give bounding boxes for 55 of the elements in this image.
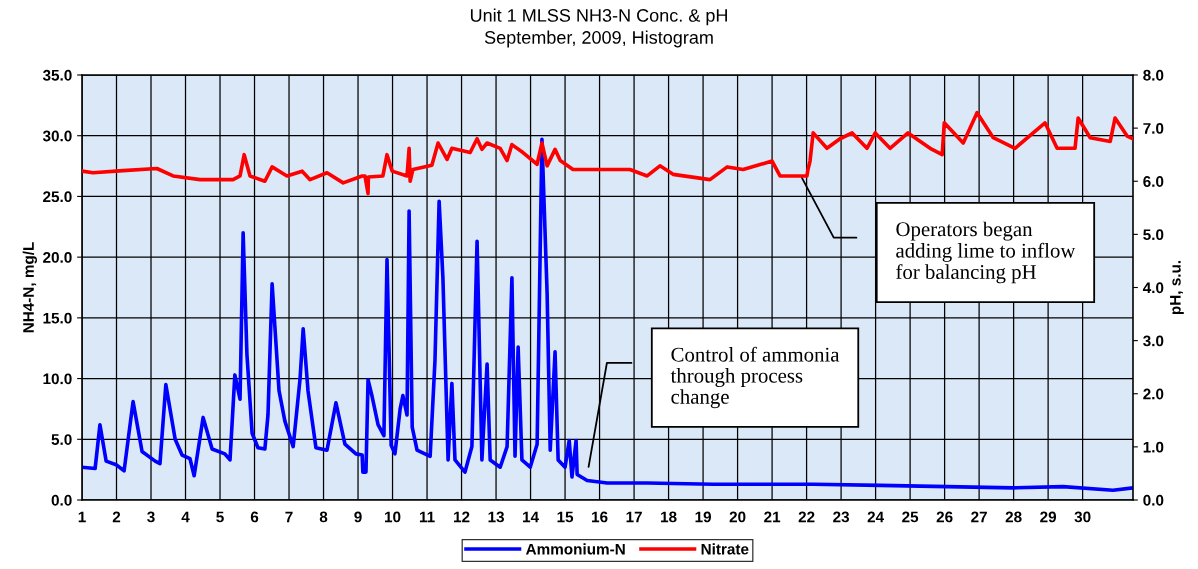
y2-tick-label: 6.0 <box>1143 176 1164 187</box>
x-tick-label: 11 <box>419 511 435 523</box>
x-tick-label: 13 <box>488 511 504 523</box>
x-tick-label: 15 <box>557 511 574 523</box>
y-tick-label: 0.0 <box>51 494 72 506</box>
x-tick-label: 6 <box>250 511 259 523</box>
x-tick-label: 24 <box>867 511 885 523</box>
y2-tick-label: 5.0 <box>1143 229 1164 241</box>
x-tick-label: 17 <box>626 511 642 523</box>
y2-tick-label: 2.0 <box>1143 388 1164 400</box>
x-tick-label: 1 <box>78 511 86 523</box>
x-tick-label: 10 <box>385 511 401 523</box>
x-tick-label: 4 <box>181 511 190 523</box>
x-tick-label: 2 <box>112 511 121 523</box>
x-tick-label: 29 <box>1040 511 1057 523</box>
x-tick-label: 19 <box>695 511 712 523</box>
x-tick-label: 16 <box>592 511 608 523</box>
x-tick-label: 3 <box>147 511 155 523</box>
y-tick-label: 30.0 <box>42 130 72 142</box>
y2-tick-label: 8.0 <box>1143 69 1164 81</box>
chart-title: Unit 1 MLSS NH3-N Conc. & pH <box>470 8 727 26</box>
x-tick-label: 22 <box>798 511 815 523</box>
chart-subtitle: September, 2009, Histogram <box>484 30 713 48</box>
y-tick-label: 15.0 <box>43 312 72 324</box>
y2-tick-label: 1.0 <box>1143 441 1164 453</box>
y-tick-label: 20.0 <box>43 252 72 263</box>
x-tick-label: 30 <box>1074 511 1091 523</box>
y2-tick-label: 7.0 <box>1143 122 1164 134</box>
x-tick-label: 28 <box>1005 511 1022 523</box>
annotation: Control of ammonia through process change <box>670 346 840 409</box>
legend-label: Ammonium-N <box>525 543 625 555</box>
x-tick-label: 27 <box>971 511 987 523</box>
y-tick-label: 25.0 <box>43 191 72 203</box>
x-tick-label: 20 <box>729 511 746 523</box>
y2-axis-title: pH, s.u. <box>1170 260 1184 315</box>
x-tick-label: 26 <box>936 511 953 523</box>
x-tick-label: 14 <box>523 511 539 523</box>
y-axis-title: NH4-N, mg/L <box>22 242 37 333</box>
y2-tick-label: 4.0 <box>1142 282 1164 294</box>
y-tick-label: 35.0 <box>42 69 72 81</box>
x-tick-label: 7 <box>285 511 293 523</box>
y-tick-label: 10.0 <box>43 373 72 385</box>
x-tick-label: 9 <box>354 511 362 523</box>
x-tick-label: 23 <box>833 511 850 523</box>
x-tick-label: 18 <box>661 511 677 523</box>
annotation: Operators began adding lime to inflow for balancing pH <box>896 221 1076 284</box>
y2-tick-label: 0.0 <box>1143 494 1164 506</box>
x-tick-label: 21 <box>764 511 781 523</box>
y-tick-label: 5.0 <box>51 434 72 445</box>
legend-label: Nitrate <box>701 543 749 555</box>
y2-tick-label: 3.0 <box>1143 335 1164 347</box>
x-tick-label: 25 <box>902 511 919 523</box>
x-tick-label: 8 <box>319 511 328 523</box>
x-tick-label: 5 <box>216 511 224 523</box>
x-tick-label: 12 <box>454 511 470 523</box>
